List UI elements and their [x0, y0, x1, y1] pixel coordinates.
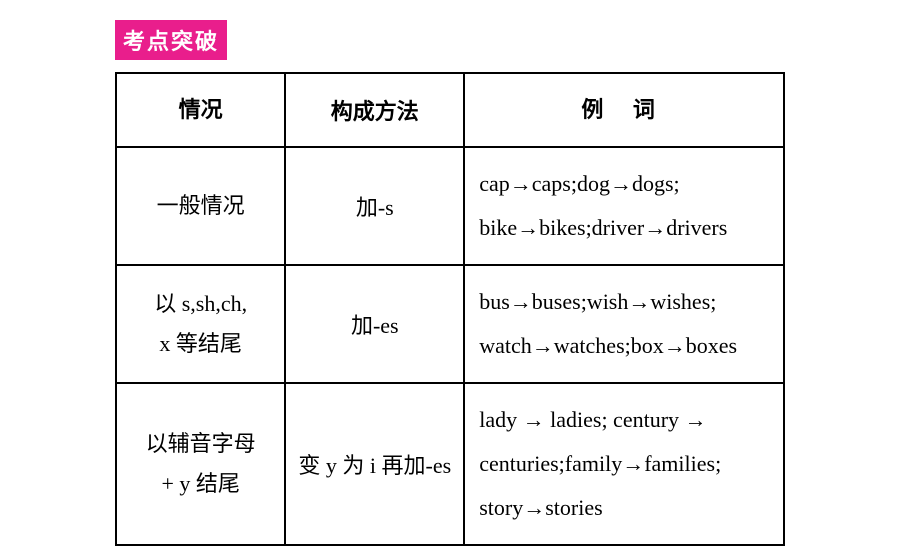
cell-situation: 以辅音字母+ y 结尾 [116, 383, 285, 545]
cell-method: 加-s [285, 147, 464, 265]
cell-examples: lady → ladies; century →centuries;family… [464, 383, 784, 545]
cell-examples: cap→caps;dog→dogs;bike→bikes;driver→driv… [464, 147, 784, 265]
table-row: 以辅音字母+ y 结尾 变 y 为 i 再加-es lady → ladies;… [116, 383, 784, 545]
table-row: 以 s,sh,ch,x 等结尾 加-es bus→buses;wish→wish… [116, 265, 784, 383]
table-container: 情况 构成方法 例 词 一般情况 加-s cap→caps;dog→dogs;b… [115, 72, 920, 546]
table-row: 一般情况 加-s cap→caps;dog→dogs;bike→bikes;dr… [116, 147, 784, 265]
cell-examples: bus→buses;wish→wishes;watch→watches;box→… [464, 265, 784, 383]
header-situation: 情况 [116, 73, 285, 147]
header-method: 构成方法 [285, 73, 464, 147]
cell-method: 变 y 为 i 再加-es [285, 383, 464, 545]
cell-situation: 一般情况 [116, 147, 285, 265]
header-examples: 例 词 [464, 73, 784, 147]
grammar-table: 情况 构成方法 例 词 一般情况 加-s cap→caps;dog→dogs;b… [115, 72, 785, 546]
cell-situation: 以 s,sh,ch,x 等结尾 [116, 265, 285, 383]
section-badge: 考点突破 [115, 20, 227, 60]
table-header-row: 情况 构成方法 例 词 [116, 73, 784, 147]
cell-method: 加-es [285, 265, 464, 383]
